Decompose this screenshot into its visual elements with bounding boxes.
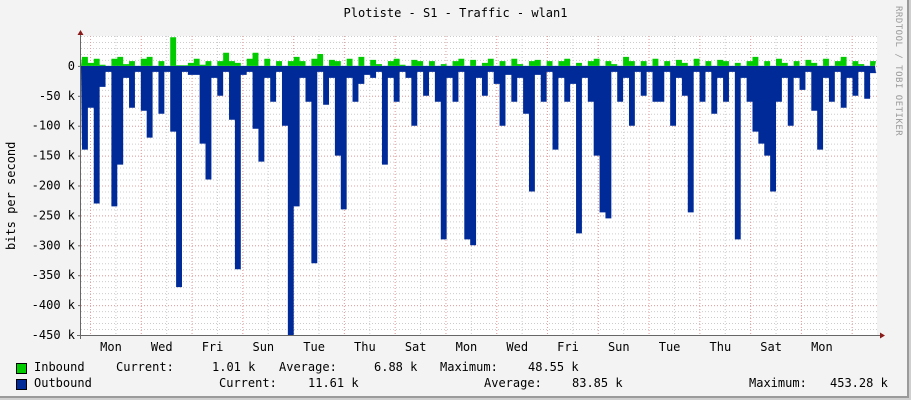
outbound-maximum-value: 453.28 k — [830, 376, 888, 390]
inbound-current-label: Current: — [116, 360, 174, 374]
svg-text:-200 k: -200 k — [32, 179, 76, 193]
outbound-current-label: Current: — [219, 376, 277, 390]
inbound-maximum-label: Maximum: — [440, 360, 498, 374]
svg-text:-450 k: -450 k — [32, 328, 76, 342]
inbound-name: Inbound — [34, 360, 85, 374]
svg-text:-400 k: -400 k — [32, 298, 76, 312]
svg-text:-250 k: -250 k — [32, 208, 76, 222]
inbound-swatch — [16, 363, 27, 374]
svg-text:Tue: Tue — [303, 340, 325, 354]
outbound-average-value: 83.85 k — [572, 376, 623, 390]
svg-text:Mon: Mon — [811, 340, 833, 354]
svg-text:Sun: Sun — [252, 340, 274, 354]
svg-text:-350 k: -350 k — [32, 268, 76, 282]
svg-text:-100 k: -100 k — [32, 119, 76, 133]
chart-title: Plotiste - S1 - Traffic - wlan1 — [343, 6, 568, 20]
svg-text:0: 0 — [68, 59, 75, 73]
svg-text:Mon: Mon — [100, 340, 122, 354]
inbound-maximum-value: 48.55 k — [528, 360, 579, 374]
svg-text:Sat: Sat — [760, 340, 782, 354]
rrdtool-watermark: RRDTOOL / TOBI OETIKER — [893, 6, 903, 137]
svg-text:Fri: Fri — [202, 340, 224, 354]
svg-text:Sat: Sat — [405, 340, 427, 354]
outbound-average-label: Average: — [484, 376, 542, 390]
svg-text:Wed: Wed — [151, 340, 173, 354]
svg-text:Thu: Thu — [710, 340, 732, 354]
svg-text:Wed: Wed — [506, 340, 528, 354]
inbound-average-label: Average: — [279, 360, 337, 374]
svg-text:Tue: Tue — [659, 340, 681, 354]
inbound-average-value: 6.88 k — [374, 360, 418, 374]
inbound-current-value: 1.01 k — [212, 360, 256, 374]
svg-text:Thu: Thu — [354, 340, 376, 354]
svg-text:Mon: Mon — [456, 340, 478, 354]
svg-text:-150 k: -150 k — [32, 149, 76, 163]
outbound-maximum-label: Maximum: — [749, 376, 807, 390]
outbound-current-value: 11.61 k — [308, 376, 359, 390]
svg-text:Fri: Fri — [557, 340, 579, 354]
svg-text:Sun: Sun — [608, 340, 630, 354]
svg-text:-300 k: -300 k — [32, 238, 76, 252]
svg-text:-50 k: -50 k — [39, 89, 76, 103]
outbound-swatch — [16, 379, 27, 390]
outbound-name: Outbound — [34, 376, 92, 390]
